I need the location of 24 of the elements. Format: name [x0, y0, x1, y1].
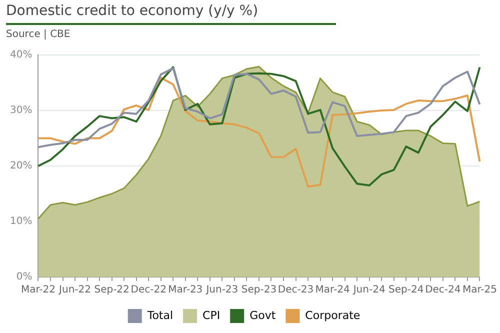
legend-label: Govt — [250, 308, 276, 322]
x-tick-label: Mar-23 — [168, 284, 203, 296]
x-tick-label: Dec-24 — [425, 284, 461, 296]
x-tick-label: Sep-22 — [94, 284, 130, 296]
y-tick-label: 30% — [10, 105, 32, 116]
x-tick-label: Jun-24 — [352, 284, 386, 296]
chart-title: Domestic credit to economy (y/y %) — [6, 3, 336, 25]
y-tick-label: 40% — [10, 50, 32, 61]
x-tick-label: Mar-22 — [20, 284, 56, 296]
x-tick-label: Jun-23 — [205, 284, 238, 296]
x-tick-label: Dec-23 — [278, 284, 314, 296]
legend-label: CPI — [202, 308, 220, 322]
y-tick-label: 20% — [10, 160, 32, 172]
x-tick-label: Sep-23 — [241, 284, 277, 296]
y-tick-label: 0% — [16, 272, 32, 283]
legend-label: Corporate — [305, 308, 360, 322]
legend-label: Total — [146, 308, 174, 322]
y-tick-label: 10% — [10, 216, 32, 228]
chart-subtitle: Source | CBE — [6, 29, 70, 40]
x-tick-label: Sep-24 — [388, 284, 424, 296]
x-tick-label: Mar-25 — [462, 284, 497, 296]
x-tick-label: Dec-22 — [130, 284, 166, 296]
x-tick-label: Mar-24 — [315, 284, 350, 296]
x-tick-label: Jun-22 — [58, 284, 91, 296]
